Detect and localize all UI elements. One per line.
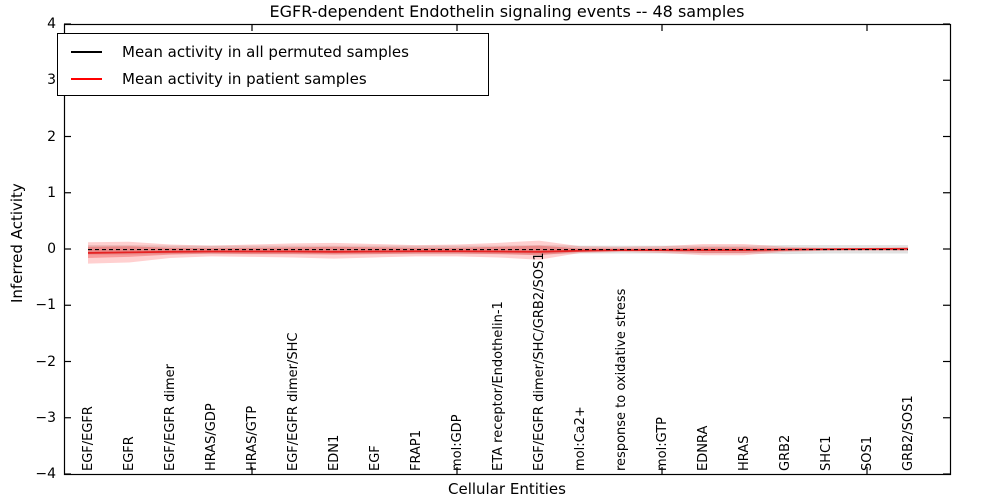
- x-category-label: EGF/EGFR dimer/SHC/GRB2/SOS1: [532, 252, 547, 472]
- legend-box: Mean activity in all permuted samples Me…: [57, 33, 489, 96]
- y-tick-label: 4: [47, 16, 56, 32]
- x-category-label: GRB2/SOS1: [901, 395, 916, 471]
- y-tick-label: 3: [47, 72, 56, 89]
- x-category-label: EDN1: [327, 434, 342, 471]
- y-tick-label: −4: [35, 466, 56, 482]
- legend-row-permuted: Mean activity in all permuted samples: [58, 38, 488, 65]
- x-category-label: EGF/EGFR: [81, 406, 96, 471]
- legend-label-patient: Mean activity in patient samples: [122, 69, 367, 88]
- x-category-label: SHC1: [819, 435, 834, 471]
- x-category-label: mol:GTP: [655, 417, 670, 471]
- x-category-label: HRAS: [737, 435, 752, 471]
- patient-line-sample: [71, 77, 102, 80]
- x-category-label: EGFR: [122, 436, 137, 471]
- permuted-line-sample: [71, 50, 102, 53]
- y-tick-label: −1: [35, 297, 56, 314]
- chart-title: EGFR-dependent Endothelin signaling even…: [269, 2, 745, 21]
- y-tick-label: −2: [35, 353, 56, 370]
- x-category-label: ETA receptor/Endothelin-1: [491, 301, 506, 471]
- x-category-label: mol:Ca2+: [573, 406, 588, 471]
- legend-label-permuted: Mean activity in all permuted samples: [122, 42, 409, 61]
- x-category-label: EGF/EGFR dimer: [163, 364, 178, 471]
- x-category-label: EDNRA: [696, 425, 711, 471]
- y-tick-label: 2: [47, 128, 56, 145]
- x-category-label: HRAS/GTP: [245, 405, 260, 471]
- x-category-label: mol:GDP: [450, 414, 465, 471]
- y-tick-label: 0: [47, 241, 56, 257]
- x-category-label: response to oxidative stress: [614, 288, 629, 471]
- x-category-label: EGF: [368, 445, 383, 471]
- patient-mean-line: [87, 247, 909, 254]
- y-tick-label: 1: [47, 184, 56, 201]
- x-category-label: GRB2: [778, 434, 793, 471]
- legend-row-patient: Mean activity in patient samples: [58, 65, 488, 92]
- x-category-label: SOS1: [860, 435, 875, 471]
- y-tick-label: −3: [35, 409, 56, 426]
- x-axis-title: Cellular Entities: [448, 480, 566, 498]
- x-category-label: FRAP1: [409, 430, 424, 471]
- x-category-label: HRAS/GDP: [204, 403, 219, 471]
- x-category-label: EGF/EGFR dimer/SHC: [286, 332, 301, 471]
